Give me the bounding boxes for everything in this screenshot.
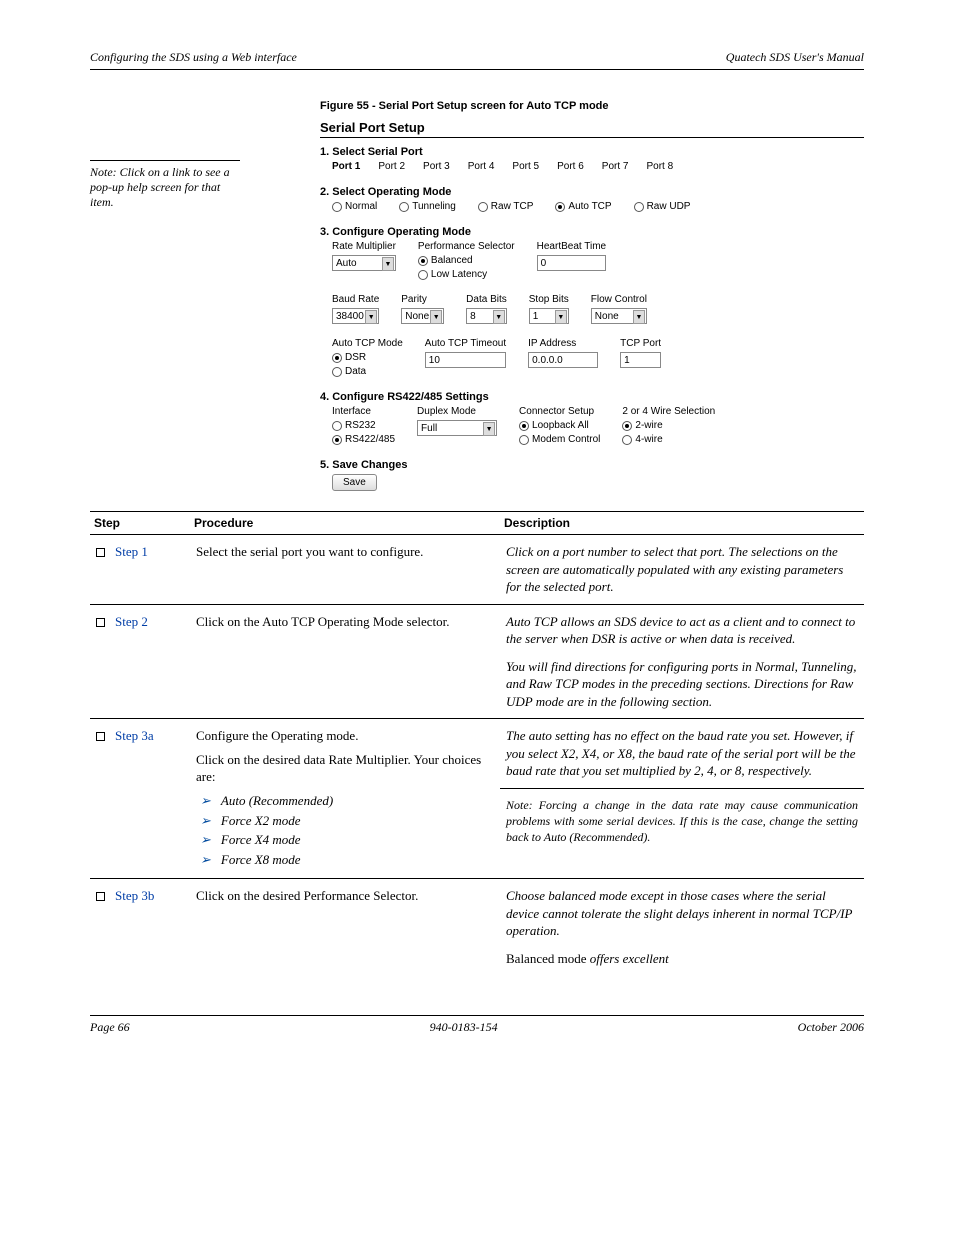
header-right: Quatech SDS User's Manual <box>726 50 864 65</box>
iface-rs422485[interactable]: RS422/485 <box>332 434 395 445</box>
step-link[interactable]: Step 2 <box>115 614 148 629</box>
desc-cell: Auto TCP allows an SDS device to act as … <box>500 604 864 719</box>
mode-normal[interactable]: Normal <box>332 201 377 212</box>
page-footer: Page 66 940-0183-154 October 2006 <box>90 1015 864 1035</box>
tcpport-input[interactable]: 1 <box>620 352 661 368</box>
sec3-title: 3. Configure Operating Mode <box>320 226 864 238</box>
proc-cell: Click on the desired Performance Selecto… <box>190 879 500 976</box>
side-note: Note: Click on a link to see a pop-up he… <box>90 160 240 210</box>
mode-autotcp[interactable]: Auto TCP <box>555 201 611 212</box>
footer-right: October 2006 <box>798 1020 864 1035</box>
proc-cell: Configure the Operating mode. Click on t… <box>190 719 500 879</box>
conn-modem[interactable]: Modem Control <box>519 434 600 445</box>
desc-cell: Choose balanced mode except in those cas… <box>500 879 864 976</box>
figure-caption: Figure 55 - Serial Port Setup screen for… <box>320 100 864 112</box>
mode-rawudp[interactable]: Raw UDP <box>634 201 691 212</box>
duplex-group: Duplex Mode Full <box>417 406 497 436</box>
baud-group: Baud Rate 38400 <box>332 294 379 324</box>
heartbeat-group: HeartBeat Time 0 <box>537 241 606 271</box>
sec1-title: 1. Select Serial Port <box>320 146 864 158</box>
flowcontrol-group: Flow Control None <box>591 294 647 324</box>
serial-port-setup-screenshot: Serial Port Setup 1. Select Serial Port … <box>320 120 864 491</box>
checkbox-icon <box>96 732 105 741</box>
step-link[interactable]: Step 3b <box>115 888 154 903</box>
tcpport-group: TCP Port 1 <box>620 338 661 368</box>
mode-rawtcp[interactable]: Raw TCP <box>478 201 534 212</box>
proc-cell: Click on the Auto TCP Operating Mode sel… <box>190 604 500 719</box>
port-tab-7[interactable]: Port 7 <box>602 161 629 172</box>
step-link[interactable]: Step 3a <box>115 728 154 743</box>
step-link[interactable]: Step 1 <box>115 544 148 559</box>
port-tab-1[interactable]: Port 1 <box>332 161 360 172</box>
desc-cell: The auto setting has no effect on the ba… <box>500 719 864 879</box>
ipaddress-group: IP Address 0.0.0.0 <box>528 338 598 368</box>
table-row: Step 3b Click on the desired Performance… <box>90 879 864 976</box>
sec4-title: 4. Configure RS422/485 Settings <box>320 391 864 403</box>
interface-group: Interface RS232 RS422/485 <box>332 406 395 445</box>
port-tabs: Port 1 Port 2 Port 3 Port 4 Port 5 Port … <box>332 161 864 172</box>
options-list: Auto (Recommended) Force X2 mode Force X… <box>196 792 494 868</box>
th-description: Description <box>500 512 864 535</box>
save-button[interactable]: Save <box>332 474 377 491</box>
page-header: Configuring the SDS using a Web interfac… <box>90 50 864 70</box>
operating-mode-row: Normal Tunneling Raw TCP Auto TCP Raw UD… <box>332 201 864 212</box>
parity-select[interactable]: None <box>401 308 444 324</box>
stopbits-group: Stop Bits 1 <box>529 294 569 324</box>
autotcp-timeout-group: Auto TCP Timeout 10 <box>425 338 506 368</box>
wire-4[interactable]: 4-wire <box>622 434 715 445</box>
list-item: Force X8 mode <box>220 851 494 869</box>
perf-lowlatency[interactable]: Low Latency <box>418 269 515 280</box>
port-tab-8[interactable]: Port 8 <box>646 161 673 172</box>
baud-select[interactable]: 38400 <box>332 308 379 324</box>
proc-cell: Select the serial port you want to confi… <box>190 535 500 605</box>
perf-balanced[interactable]: Balanced <box>418 255 515 266</box>
autotcp-timeout-input[interactable]: 10 <box>425 352 506 368</box>
port-tab-3[interactable]: Port 3 <box>423 161 450 172</box>
conn-loopback[interactable]: Loopback All <box>519 420 600 431</box>
mode-tunneling[interactable]: Tunneling <box>399 201 456 212</box>
rate-multiplier-select[interactable]: Auto <box>332 255 396 271</box>
rate-multiplier-group: Rate Multiplier Auto <box>332 241 396 271</box>
table-row: Step 1 Select the serial port you want t… <box>90 535 864 605</box>
wire-group: 2 or 4 Wire Selection 2-wire 4-wire <box>622 406 715 445</box>
checkbox-icon <box>96 618 105 627</box>
th-procedure: Procedure <box>190 512 500 535</box>
flow-select[interactable]: None <box>591 308 647 324</box>
duplex-select[interactable]: Full <box>417 420 497 436</box>
table-row: Step 2 Click on the Auto TCP Operating M… <box>90 604 864 719</box>
desc-cell: Click on a port number to select that po… <box>500 535 864 605</box>
autotcp-dsr[interactable]: DSR <box>332 352 403 363</box>
port-tab-6[interactable]: Port 6 <box>557 161 584 172</box>
list-item: Force X4 mode <box>220 831 494 849</box>
list-item: Auto (Recommended) <box>220 792 494 810</box>
sec2-title: 2. Select Operating Mode <box>320 186 864 198</box>
procedure-table: Step Procedure Description Step 1 Select… <box>90 511 864 975</box>
sec5-title: 5. Save Changes <box>320 459 864 471</box>
autotcp-mode-group: Auto TCP Mode DSR Data <box>332 338 403 377</box>
iface-rs232[interactable]: RS232 <box>332 420 395 431</box>
screenshot-title: Serial Port Setup <box>320 120 864 138</box>
autotcp-data[interactable]: Data <box>332 366 403 377</box>
databits-select[interactable]: 8 <box>466 308 507 324</box>
parity-group: Parity None <box>401 294 444 324</box>
table-row: Step 3a Configure the Operating mode. Cl… <box>90 719 864 879</box>
header-left: Configuring the SDS using a Web interfac… <box>90 50 297 65</box>
port-tab-2[interactable]: Port 2 <box>378 161 405 172</box>
footer-left: Page 66 <box>90 1020 130 1035</box>
connector-group: Connector Setup Loopback All Modem Contr… <box>519 406 600 445</box>
checkbox-icon <box>96 548 105 557</box>
stopbits-select[interactable]: 1 <box>529 308 569 324</box>
checkbox-icon <box>96 892 105 901</box>
th-step: Step <box>90 512 190 535</box>
list-item: Force X2 mode <box>220 812 494 830</box>
heartbeat-input[interactable]: 0 <box>537 255 606 271</box>
performance-selector-group: Performance Selector Balanced Low Latenc… <box>418 241 515 280</box>
footer-center: 940-0183-154 <box>430 1020 498 1035</box>
port-tab-5[interactable]: Port 5 <box>512 161 539 172</box>
port-tab-4[interactable]: Port 4 <box>468 161 495 172</box>
wire-2[interactable]: 2-wire <box>622 420 715 431</box>
ip-input[interactable]: 0.0.0.0 <box>528 352 598 368</box>
databits-group: Data Bits 8 <box>466 294 507 324</box>
